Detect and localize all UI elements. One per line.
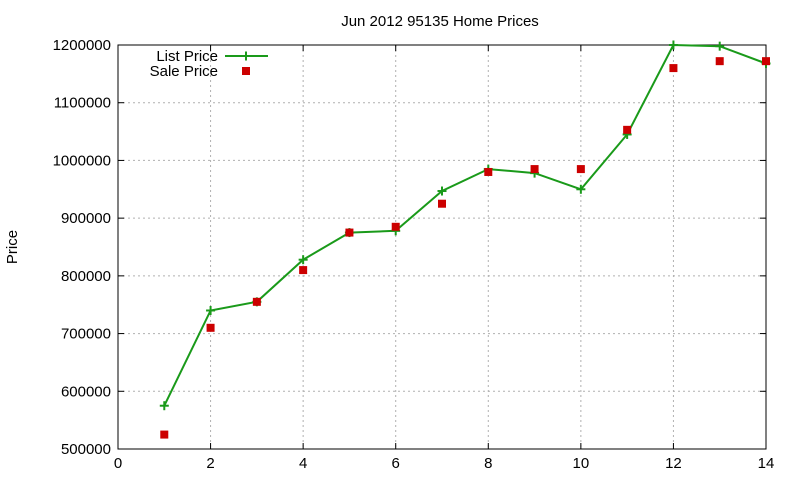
chart-title: Jun 2012 95135 Home Prices [341, 13, 539, 30]
sale-price-point [391, 222, 400, 231]
sale-price-point [484, 167, 493, 176]
legend-label-list-price: List Price [156, 48, 218, 65]
series-layer [159, 40, 771, 439]
sale-price-point [715, 57, 724, 66]
sale-price-point [160, 430, 169, 439]
sale-price-point [576, 165, 585, 174]
x-tick-label: 14 [758, 455, 775, 472]
y-axis-label: Price [4, 230, 21, 264]
x-tick-label: 12 [665, 455, 682, 472]
y-tick-label: 1000000 [53, 152, 111, 169]
sale-price-point [530, 165, 539, 174]
sale-price-point [669, 64, 678, 73]
sale-price-point [762, 57, 770, 66]
list-price-point [206, 305, 216, 315]
grid-layer [118, 45, 766, 449]
sale-price-point [438, 199, 446, 208]
x-tick-label: 2 [206, 455, 214, 472]
x-tick-label: 8 [484, 455, 492, 472]
x-tick-label: 6 [392, 455, 400, 472]
sale-price-point [206, 323, 215, 332]
list-price-point [576, 184, 586, 194]
sale-price-point [623, 125, 632, 134]
y-tick-label: 900000 [61, 210, 111, 227]
y-tick-label: 1200000 [53, 37, 111, 54]
sale-price-point [299, 266, 308, 275]
legend-marker-list-price [241, 51, 251, 61]
y-tick-label: 500000 [61, 441, 111, 458]
x-tick-label: 4 [299, 455, 307, 472]
sale-price-point [345, 228, 354, 237]
y-tick-label: 600000 [61, 383, 111, 400]
y-tick-label: 800000 [61, 268, 111, 285]
list-price-point [715, 41, 725, 51]
legend-label-sale-price: Sale Price [150, 63, 218, 80]
list-price-point [298, 255, 308, 265]
sale-price-point [252, 297, 261, 306]
legend-marker-sale-price [242, 67, 250, 75]
plot-frame [117, 44, 767, 450]
list-price-line [163, 43, 767, 407]
x-tick-label: 10 [573, 455, 590, 472]
list-price-point [668, 40, 678, 50]
y-tick-label: 700000 [61, 326, 111, 343]
y-tick-label: 1100000 [54, 95, 111, 112]
list-price-point [159, 401, 169, 411]
list-price-point [437, 186, 447, 196]
x-tick-label: 0 [114, 455, 122, 472]
